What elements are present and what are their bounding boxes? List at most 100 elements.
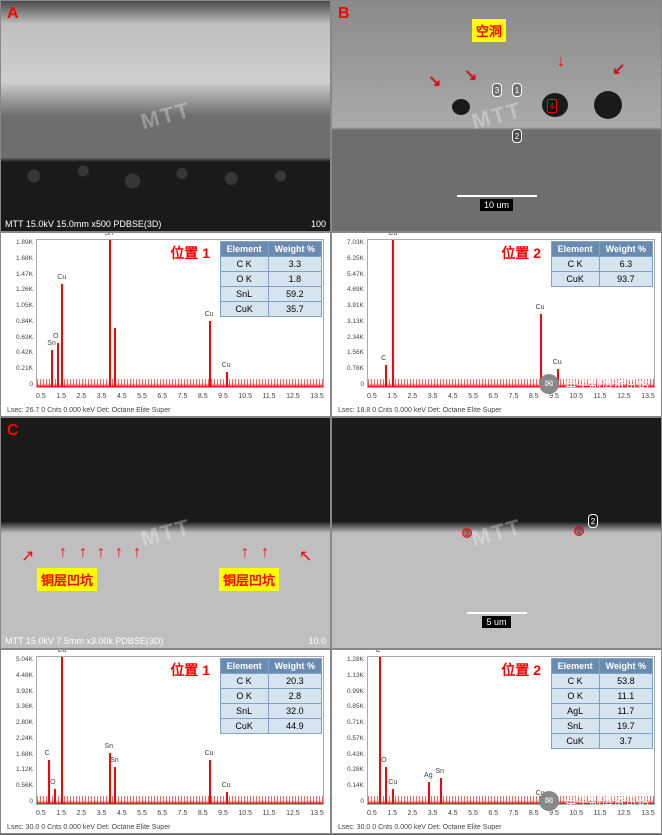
sem-panel-d: 3 1 2 MTT 5 um [331, 417, 662, 649]
arrow-icon: ↑ [59, 544, 67, 562]
sem-panel-c: C 铜层凹坑 铜层凹坑 ↗ ↑ ↑ ↑ ↑ ↑ ↑ ↑ ↖ MTT MTT 15… [0, 417, 331, 649]
sem-panel-b: B 空洞 ↘ ↘ ↓ ↙ 3 1 4 2 MTT 10 um [331, 0, 662, 232]
y-axis: 00.21K0.42K0.63K0.84K1.05K1.26K1.47K1.68… [5, 239, 33, 388]
arrow-icon: ↙ [612, 59, 625, 79]
credit: ✉ 电子制造资讯站 [539, 791, 649, 811]
eds-panel-r4-left: 00.56K1.12K1.68K2.24K2.80K3.36K3.92K4.48… [0, 649, 331, 834]
arrow-icon: ↑ [241, 544, 249, 562]
spectrum-peak [57, 343, 59, 387]
credit-text: 电子制造资讯站 [565, 793, 649, 810]
scale-bar-line [457, 195, 537, 197]
annotation-void: 空洞 [472, 19, 506, 42]
scale-bar: 10 um [457, 195, 537, 211]
composition-table: ElementWeight %C K20.3O K2.8SnL32.0CuK44… [220, 658, 322, 734]
eds-footer-text: Lsec: 18.8 0 Cnts 0.000 keV Det: Octane … [338, 407, 501, 414]
eds-marker: 3 [462, 528, 472, 538]
eds-footer-text: Lsec: 26.7 0 Cnts 0.000 keV Det: Octane … [7, 407, 170, 414]
arrow-icon: ↑ [133, 544, 141, 562]
eds-marker: 1 [574, 526, 584, 536]
arrow-icon: ↘ [428, 71, 441, 91]
sem-caption-a: MTT 15.0kV 15.0mm x500 PDBSE(3D) [5, 219, 161, 229]
spectrum-peak [385, 365, 387, 387]
annotation-pit: 铜层凹坑 [219, 568, 279, 591]
position-label: 位置 1 [170, 660, 210, 680]
position-label: 位置 2 [501, 660, 541, 680]
y-axis: 00.78K1.56K2.34K3.13K3.91K4.69K5.47K6.25… [336, 239, 364, 388]
noise [37, 379, 323, 387]
composition-table: ElementWeight %C K53.8O K11.1AgL11.7SnL1… [551, 658, 653, 749]
panel-label-b: B [338, 5, 350, 23]
eds-marker: 2 [588, 514, 598, 528]
speckle-texture [1, 151, 330, 201]
eds-panel-r4-right: 00.14K0.28K0.43K0.57K0.71K0.85K0.99K1.13… [331, 649, 662, 834]
spectrum-peak [114, 767, 116, 804]
x-axis: 0.51.52.53.54.55.56.57.58.59.510.511.512… [367, 393, 655, 400]
eds-panel-r2-left: 00.21K0.42K0.63K0.84K1.05K1.26K1.47K1.68… [0, 232, 331, 417]
spectrum-peak [54, 789, 56, 804]
spectrum-peak [61, 284, 63, 387]
scale-bar: 5 um [467, 612, 527, 628]
credit: ✉ 电子制造资讯站 [539, 374, 649, 394]
sem-caption-c: MTT 15.0kV 7.5mm x3.00k PDBSE(3D) [5, 636, 163, 646]
spectrum-peak [209, 321, 211, 387]
eds-marker: 2 [512, 129, 522, 143]
credit-text: 电子制造资讯站 [565, 376, 649, 393]
y-axis: 00.56K1.12K1.68K2.24K2.80K3.36K3.92K4.48… [5, 656, 33, 805]
eds-marker: 4 [547, 99, 557, 113]
spectrum-peak [440, 778, 442, 804]
panel-label-c: C [7, 422, 19, 440]
eds-footer: Lsec: 18.8 0 Cnts 0.000 keV Det: Octane … [338, 407, 655, 414]
scale-bar-line [467, 612, 527, 614]
x-axis: 0.51.52.53.54.55.56.57.58.59.510.511.512… [367, 810, 655, 817]
arrow-icon: ↘ [464, 65, 477, 85]
position-label: 位置 1 [170, 243, 210, 263]
x-axis: 0.51.52.53.54.55.56.57.58.59.510.511.512… [36, 810, 324, 817]
wechat-icon: ✉ [539, 374, 559, 394]
spectrum-peak [114, 328, 116, 387]
arrow-icon: ↓ [557, 53, 565, 71]
spectrum-peak [385, 767, 387, 804]
spectrum-peak [51, 350, 53, 387]
arrow-icon: ↗ [21, 546, 34, 566]
spectrum-peak [226, 372, 228, 387]
eds-footer: Lsec: 26.7 0 Cnts 0.000 keV Det: Octane … [7, 407, 324, 414]
composition-table: ElementWeight %C K3.3O K1.8SnL59.2CuK35.… [220, 241, 322, 317]
arrow-icon: ↑ [115, 544, 123, 562]
spectrum-peak [226, 792, 228, 804]
figure-grid: A MTT MTT 15.0kV 15.0mm x500 PDBSE(3D) 1… [0, 0, 662, 835]
eds-marker: 1 [512, 83, 522, 97]
spectrum-peak [428, 782, 430, 804]
scale-bar-label: 10 um [480, 199, 513, 211]
eds-footer: Lsec: 30.0 0 Cnts 0.000 keV Det: Octane … [338, 824, 655, 831]
void-spot [594, 91, 622, 119]
sem-caption-c-r: 10.0 [308, 636, 326, 646]
spectrum-peak [392, 789, 394, 804]
arrow-icon: ↖ [299, 546, 312, 566]
eds-marker: 3 [492, 83, 502, 97]
sem-caption-a-r: 100 [311, 219, 326, 229]
spectrum-peak [392, 240, 394, 387]
eds-footer: Lsec: 30.0 0 Cnts 0.000 keV Det: Octane … [7, 824, 324, 831]
x-axis: 0.51.52.53.54.55.56.57.58.59.510.511.512… [36, 393, 324, 400]
composition-table: ElementWeight %C K6.3CuK93.7 [551, 241, 653, 287]
spectrum-peak [109, 240, 111, 387]
arrow-icon: ↑ [97, 544, 105, 562]
eds-footer-text: Lsec: 30.0 0 Cnts 0.000 keV Det: Octane … [338, 824, 501, 831]
noise [37, 796, 323, 804]
scale-bar-label: 5 um [482, 616, 510, 628]
panel-label-a: A [7, 5, 19, 23]
eds-panel-r2-right: 00.78K1.56K2.34K3.13K3.91K4.69K5.47K6.25… [331, 232, 662, 417]
void-spot [452, 99, 470, 115]
arrow-icon: ↑ [79, 544, 87, 562]
watermark: MTT [137, 97, 193, 135]
watermark: MTT [468, 514, 524, 552]
y-axis: 00.14K0.28K0.43K0.57K0.71K0.85K0.99K1.13… [336, 656, 364, 805]
wechat-icon: ✉ [539, 791, 559, 811]
sem-panel-a: A MTT MTT 15.0kV 15.0mm x500 PDBSE(3D) 1… [0, 0, 331, 232]
eds-footer-text: Lsec: 30.0 0 Cnts 0.000 keV Det: Octane … [7, 824, 170, 831]
spectrum-peak [379, 657, 381, 804]
arrow-icon: ↑ [261, 544, 269, 562]
annotation-pit: 铜层凹坑 [37, 568, 97, 591]
position-label: 位置 2 [501, 243, 541, 263]
watermark: MTT [137, 514, 193, 552]
